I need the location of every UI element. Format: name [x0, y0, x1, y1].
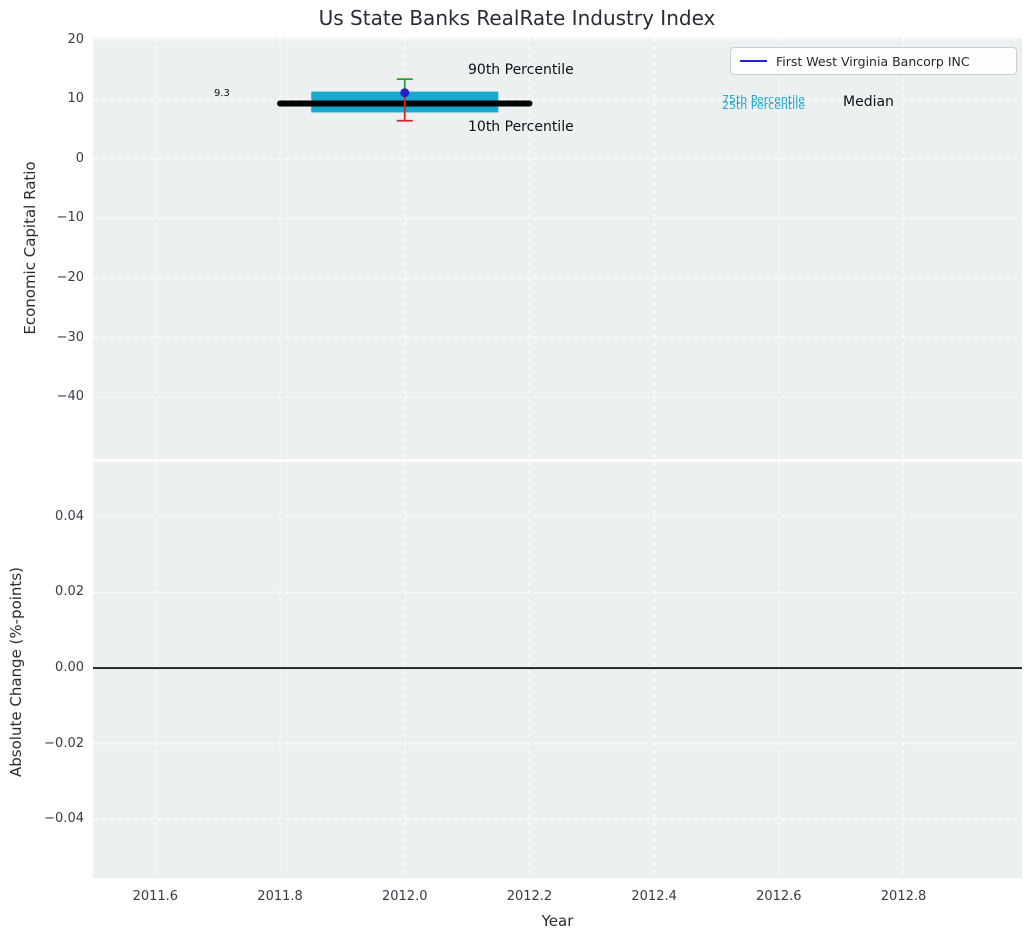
- legend-label: First West Virginia Bancorp INC: [776, 53, 970, 69]
- y-tick-label-top: −40: [56, 389, 84, 405]
- chart-title: Us State Banks RealRate Industry Index: [318, 6, 716, 30]
- y-tick-label-bottom: 0.00: [55, 660, 84, 676]
- x-tick-label: 2012.2: [506, 889, 553, 904]
- x-tick-label: 2012.0: [381, 889, 428, 904]
- annotation-25th-percentile: 25th Percentile: [722, 99, 806, 112]
- x-axis-label: Year: [541, 912, 574, 930]
- annotation-10th-percentile: 10th Percentile: [468, 119, 574, 135]
- plot-area: [93, 38, 1022, 459]
- x-tick-label: 2012.6: [756, 889, 802, 904]
- plot-area: [93, 462, 1022, 878]
- y-tick-label-top: 0: [75, 150, 84, 166]
- legend-line-sample: [740, 60, 767, 62]
- y-tick-label-bottom: 0.04: [55, 508, 84, 524]
- y-tick-label-bottom: −0.04: [44, 811, 84, 827]
- y-tick-label-top: −20: [56, 269, 84, 285]
- y-tick-label-top: −10: [56, 210, 84, 226]
- x-tick-label: 2011.8: [257, 889, 303, 904]
- annotation-90th-percentile: 90th Percentile: [468, 62, 574, 78]
- company-point: [400, 88, 410, 98]
- x-tick-label: 2012.4: [631, 889, 677, 904]
- annotation-median: Median: [843, 94, 894, 110]
- y-tick-label-top: 20: [67, 31, 84, 47]
- y-tick-label-top: −30: [56, 329, 84, 345]
- y-tick-label-bottom: 0.02: [55, 584, 84, 600]
- annotation-75th-percentile: 75th Percentile: [722, 93, 806, 106]
- annotation-median-value: 9.3: [214, 88, 230, 99]
- y-tick-label-bottom: −0.02: [44, 735, 84, 751]
- y-tick-label-top: 10: [67, 91, 84, 107]
- x-tick-label: 2011.6: [132, 889, 179, 904]
- x-tick-label: 2012.8: [880, 889, 927, 904]
- legend: First West Virginia Bancorp INC: [730, 47, 1017, 75]
